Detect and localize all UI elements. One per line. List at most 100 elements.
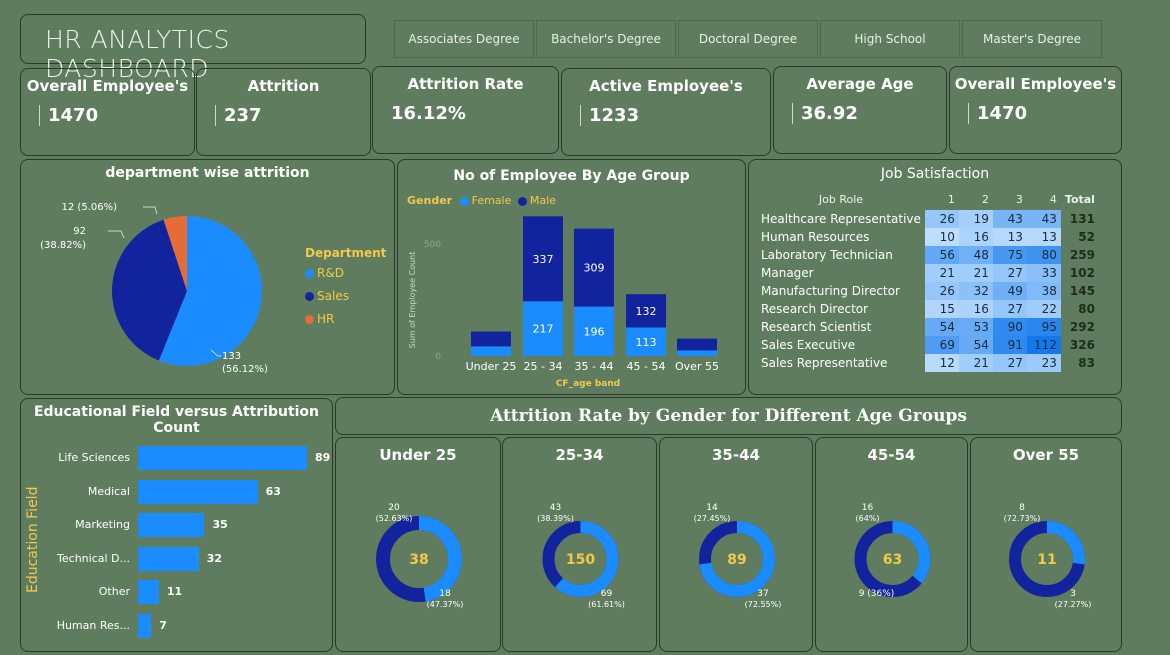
value-cell: 10	[924, 228, 959, 246]
slicer-high-school[interactable]: High School	[820, 20, 960, 58]
bar-female-3[interactable]	[626, 327, 666, 356]
bar[interactable]	[138, 479, 258, 504]
bar-male-0[interactable]	[471, 331, 511, 347]
kpi-card-active-employees: Active Employee's 1233	[561, 68, 771, 156]
slicer-masters-degree[interactable]: Master's Degree	[962, 20, 1102, 58]
bar-female-4[interactable]	[677, 350, 717, 356]
bar[interactable]	[138, 446, 307, 470]
value-cell: 21	[958, 354, 993, 372]
bar-male-1[interactable]	[523, 216, 563, 302]
donut-pct-a: (38.39%)	[537, 514, 574, 523]
pie-chart[interactable]: 12 (5.06%) 92 (38.82%) 133 (56.12%)	[21, 160, 396, 396]
donut-pct-a: (27.45%)	[694, 514, 731, 523]
table-row[interactable]: Manufacturing Director 26 32 49 38 145	[757, 282, 1099, 300]
bar-label-male: 337	[533, 253, 554, 266]
pie-slice-sales[interactable]	[112, 219, 187, 361]
donut-chart[interactable]: 11 8(72.73%) 3(27.27%)	[971, 438, 1123, 653]
total-cell: 292	[1069, 320, 1095, 334]
kpi-label: Attrition Rate	[407, 75, 524, 93]
age-group-bar-chart[interactable]: Sum of Employee Count 0 500 CF_age band …	[398, 160, 747, 396]
legend-male[interactable]: Male	[517, 194, 556, 207]
donut-chart[interactable]: 63 16(64%) 9 (36%)	[816, 438, 969, 653]
bar[interactable]	[138, 580, 159, 604]
donut-chart[interactable]: 89 14(27.45%) 37(72.55%)	[660, 438, 814, 653]
table-row[interactable]: Research Director 15 16 27 22 80	[757, 300, 1099, 318]
value-cell: 32	[958, 282, 993, 300]
column-header[interactable]: 4	[1049, 192, 1057, 206]
table-row[interactable]: Laboratory Technician 56 48 75 80 259	[757, 246, 1099, 264]
bar[interactable]	[138, 613, 152, 638]
column-header[interactable]: Job Role	[818, 192, 864, 206]
job-role-cell: Sales Representative	[761, 356, 888, 370]
age-y-tick-500: 500	[424, 240, 441, 250]
value-cell: 12	[924, 354, 959, 372]
kpi-value: 1233	[580, 105, 639, 126]
donut-title: Under 25	[379, 446, 457, 464]
value-cell: 91	[992, 336, 1027, 354]
table-row[interactable]: Sales Representative 12 21 27 23 83	[757, 354, 1099, 372]
donut-ring-a[interactable]	[854, 521, 931, 597]
x-tick-label: 45 - 54	[627, 360, 666, 373]
legend-marker	[305, 292, 314, 301]
bar-male-2[interactable]	[574, 228, 614, 307]
education-field-panel: Educational Field versus Attribution Cou…	[20, 398, 333, 652]
pie-slice-rd[interactable]	[158, 216, 262, 366]
x-tick-label: Over 55	[675, 360, 719, 373]
donut-ring-a[interactable]	[1009, 521, 1085, 597]
table-row[interactable]: Sales Executive 69 54 91 112 326	[757, 336, 1099, 354]
table-header-row: Job Role 1 2 3 4 Total	[757, 188, 1099, 210]
bar-female-0[interactable]	[471, 346, 511, 356]
donut-ring-a[interactable]	[542, 521, 619, 597]
donut-center-value: 11	[1037, 552, 1056, 568]
value-cell: 13	[1026, 228, 1061, 246]
column-header[interactable]: Total	[1064, 192, 1095, 206]
bar-value-label: 32	[206, 551, 223, 565]
table-row[interactable]: Human Resources 10 16 13 13 52	[757, 228, 1099, 246]
total-cell: 80	[1078, 302, 1095, 316]
table-row[interactable]: Healthcare Representative 26 19 43 43 131	[757, 210, 1099, 228]
bar-female-2[interactable]	[574, 306, 614, 356]
bar-female-1[interactable]	[523, 301, 563, 356]
slicer-associates-degree[interactable]: Associates Degree	[394, 20, 534, 58]
value-cell: 48	[958, 246, 993, 264]
value-cell: 112	[1026, 336, 1061, 354]
bar-male-4[interactable]	[677, 338, 717, 351]
donut-label-a: 43	[550, 503, 561, 513]
kpi-label: Average Age	[806, 75, 914, 93]
kpi-label: Attrition	[247, 77, 320, 95]
bar-male-3[interactable]	[626, 294, 666, 328]
bar-label-male: 309	[584, 262, 605, 275]
slicer-doctoral-degree[interactable]: Doctoral Degree	[678, 20, 818, 58]
kpi-value: 36.92	[792, 103, 858, 124]
donut-section-title: Attrition Rate by Gender for Different A…	[490, 406, 967, 426]
pie-legend-rd[interactable]: R&D	[305, 266, 344, 280]
column-header[interactable]: 3	[1015, 192, 1023, 206]
legend-marker	[305, 269, 314, 278]
title-panel: HR ANALYTICS DASHBOARD	[20, 14, 366, 83]
donut-center-value: 63	[883, 552, 902, 568]
table-row[interactable]: Manager 21 21 27 33 102	[757, 264, 1099, 282]
donut-ring-a[interactable]	[376, 516, 462, 602]
legend-female[interactable]: Female	[459, 194, 511, 207]
pie-slice-hr[interactable]	[163, 216, 187, 291]
column-header[interactable]: 1	[947, 192, 955, 206]
table-row[interactable]: Research Scientist 54 53 90 95 292	[757, 318, 1099, 336]
column-header[interactable]: 2	[981, 192, 989, 206]
donut-chart[interactable]: 38 20(52.63%) 18(47.37%)	[336, 438, 502, 653]
job-satisfaction-panel: Job Satisfaction Job Role 1 2 3 4 Total Healt…	[748, 159, 1122, 395]
pie-legend-hr[interactable]: HR	[305, 312, 334, 326]
slicer-bachelors-degree[interactable]: Bachelor's Degree	[536, 20, 676, 58]
donut-chart[interactable]: 150 43(38.39%) 69(61.61%)	[503, 438, 658, 653]
bar[interactable]	[138, 513, 205, 537]
legend-marker	[517, 196, 527, 206]
kpi-card-overall-employees-2: Overall Employee's 1470	[949, 66, 1122, 154]
value-cell: 75	[992, 246, 1027, 264]
bar[interactable]	[138, 546, 199, 571]
bar-value-label: 35	[212, 518, 228, 531]
value-cell: 33	[1026, 264, 1061, 282]
pie-legend-sales[interactable]: Sales	[305, 289, 349, 303]
donut-ring-a[interactable]	[699, 521, 775, 597]
donut-center-value: 38	[409, 552, 428, 568]
value-cell: 26	[924, 210, 959, 228]
bar-value-label: 11	[166, 585, 183, 598]
